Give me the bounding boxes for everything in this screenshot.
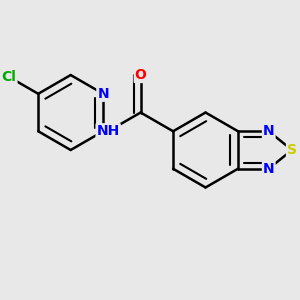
- Text: O: O: [135, 68, 147, 82]
- Text: N: N: [97, 87, 109, 101]
- Text: S: S: [287, 143, 297, 157]
- Text: N: N: [263, 162, 274, 176]
- Text: N: N: [263, 124, 274, 138]
- Text: NH: NH: [97, 124, 120, 138]
- Text: Cl: Cl: [2, 70, 16, 84]
